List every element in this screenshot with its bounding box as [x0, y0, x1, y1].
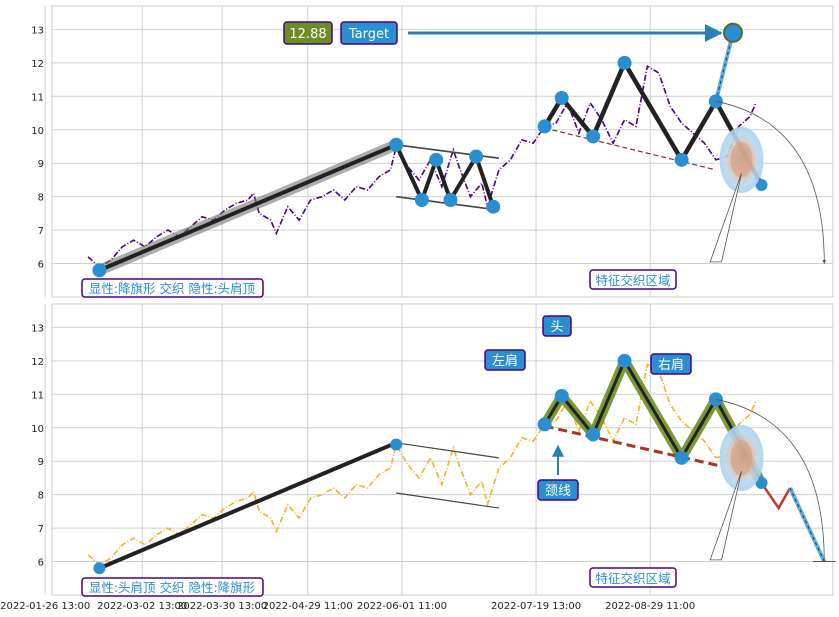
target-value-box — [283, 21, 333, 45]
projection-arc — [715, 398, 825, 562]
x-tick-label: 2022-03-30 13:00 — [177, 601, 267, 612]
pattern-point — [554, 90, 569, 105]
y-tick-label: 11 — [31, 92, 44, 103]
feature-zone-core — [730, 439, 753, 476]
flag-pole — [98, 440, 397, 571]
x-axis: 2022-01-26 13:00 2022-03-02 13:002022-03-… — [0, 601, 695, 612]
flag-pole — [98, 142, 397, 273]
pattern-point — [674, 450, 689, 465]
x-tick-label: 2022-03-02 13:00 — [97, 601, 187, 612]
pattern-point — [674, 152, 689, 167]
neckline-label: 颈线 — [545, 484, 571, 499]
y-tick-label: 12 — [31, 357, 44, 368]
head-label-box — [542, 315, 572, 337]
zone-pointer — [709, 173, 742, 263]
zone-label-box — [589, 269, 677, 290]
left-shoulder-label: 左肩 — [492, 353, 518, 369]
zone-label-bottom: 特征交织区域 — [595, 571, 670, 586]
pattern-label-box — [81, 577, 264, 597]
pattern-label-bottom: 显性:头肩顶 交织 隐性:降旗形 — [89, 580, 256, 595]
breakout-line — [760, 482, 792, 511]
y-tick-label: 9 — [38, 159, 44, 170]
right-shoulder-label-box — [650, 353, 692, 375]
target-box — [340, 21, 398, 45]
projection-arc — [715, 100, 827, 264]
right-shoulder-label: 右肩 — [658, 357, 684, 373]
target-point — [722, 22, 743, 43]
price-series-line — [87, 64, 757, 268]
zone-label-box — [589, 567, 677, 588]
pattern-point — [586, 129, 601, 144]
left-shoulder-label-box — [484, 349, 526, 371]
y-tick-label: 8 — [38, 193, 44, 204]
pattern-point — [554, 388, 569, 403]
x-tick-label: 2022-04-29 11:00 — [263, 601, 353, 612]
pattern-label-box — [81, 278, 264, 298]
top-panel: 6 7 8 9 10 11 12 13 12.88 Target 显性:降旗形 交织 隐性:头肩顶 特… — [31, 5, 834, 298]
pattern-point — [389, 137, 404, 152]
pattern-point — [755, 178, 768, 191]
y-tick-label: 7 — [38, 226, 44, 237]
x-tick-label: 2022-07-19 13:00 — [491, 601, 581, 612]
y-tick-label: 6 — [38, 260, 44, 271]
pattern-point — [617, 55, 632, 70]
y-tick-label: 11 — [31, 390, 44, 401]
pattern-point — [617, 353, 632, 368]
feature-zone-core — [730, 141, 753, 178]
pattern-point — [537, 119, 552, 134]
pattern-point — [755, 476, 768, 489]
pattern-point — [586, 427, 601, 442]
target-projection-line — [713, 32, 735, 102]
pattern-point — [429, 152, 444, 167]
pattern-label-top: 显性:降旗形 交织 隐性:头肩顶 — [89, 281, 256, 296]
target-label: Target — [348, 27, 389, 42]
target-value-label: 12.88 — [289, 27, 326, 42]
pattern-point — [92, 263, 107, 278]
pattern-point — [469, 149, 484, 164]
zone-pointer — [709, 471, 742, 561]
x-tick-label: 2022-06-01 11:00 — [357, 601, 447, 612]
y-tick-label: 8 — [38, 491, 44, 502]
neckline-label-box — [537, 479, 579, 501]
y-tick-label: 13 — [31, 323, 44, 334]
y-tick-label: 7 — [38, 524, 44, 535]
pattern-point — [537, 417, 552, 432]
target-projection-dash — [789, 487, 825, 562]
head-label: 头 — [550, 320, 563, 335]
y-tick-label: 10 — [31, 126, 44, 137]
neckline — [544, 424, 722, 468]
x-tick-label: 2022-08-29 11:00 — [605, 601, 695, 612]
pattern-point — [93, 562, 106, 575]
y-tick-label: 10 — [31, 424, 44, 435]
flag-upper-line — [396, 442, 500, 459]
y-tick-label: 6 — [38, 558, 44, 569]
zigzag-line — [394, 143, 496, 208]
x-tick-label: 2022-01-26 13:00 — [0, 601, 90, 612]
pattern-point — [443, 193, 458, 207]
pattern-point — [390, 438, 403, 451]
flag-lower-line — [396, 492, 500, 509]
y-tick-label: 12 — [31, 59, 44, 70]
pattern-point — [414, 193, 429, 207]
zone-label-top: 特征交织区域 — [595, 273, 670, 288]
y-tick-label: 9 — [38, 457, 44, 468]
y-tick-label: 13 — [31, 25, 44, 36]
pattern-point — [486, 199, 501, 214]
